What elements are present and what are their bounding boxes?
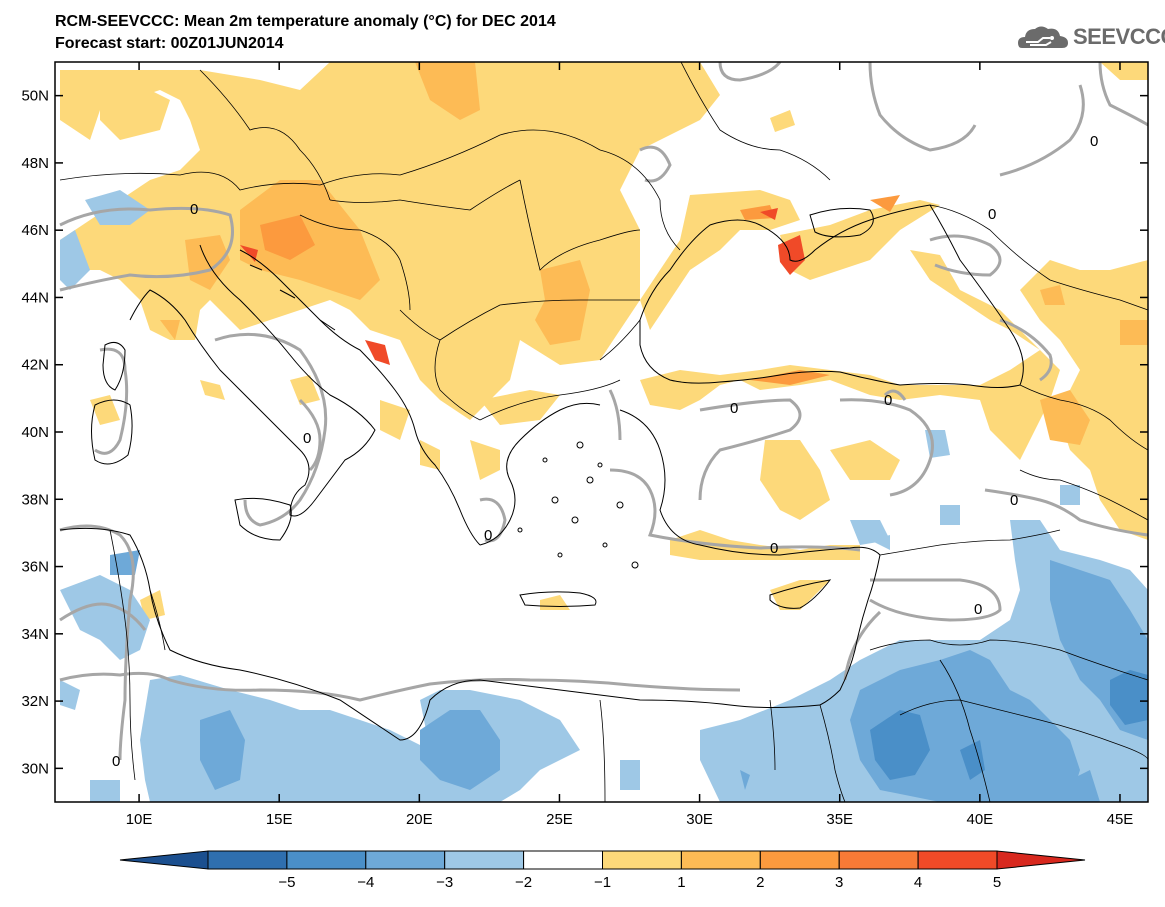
lat-tick-label: 40N [21, 424, 49, 441]
seevccc-cloud-logo-icon [1018, 26, 1068, 48]
lat-tick-label: 36N [21, 559, 49, 576]
colorbar-label: 5 [993, 874, 1001, 891]
warm-region-1to2 [60, 62, 1148, 620]
lat-tick-label: 34N [21, 626, 49, 643]
lon-tick-label: 15E [266, 811, 293, 828]
colorbar: −5 −4 −3 −2 −1 1 2 3 4 5 [119, 850, 1086, 891]
colorbar-label: −2 [515, 874, 532, 891]
colorbar-bin [444, 850, 525, 870]
colorbar-bin [365, 850, 446, 870]
lat-tick-label: 48N [21, 155, 49, 172]
lon-tick-label: 30E [686, 811, 713, 828]
colorbar-bin [207, 850, 288, 870]
contour-label: 0 [770, 540, 778, 557]
forecast-start: Forecast start: 00Z01JUN2014 [55, 35, 284, 52]
lat-tick-label: 44N [21, 289, 49, 306]
lat-tick-label: 38N [21, 491, 49, 508]
contour-label: 0 [190, 201, 198, 218]
colorbar-label: −5 [278, 874, 295, 891]
contour-label: 0 [884, 392, 892, 409]
anomaly-field: 0 0 0 0 0 0 0 0 0 0 0 [59, 62, 1148, 802]
colorbar-bin [680, 850, 761, 870]
contour-label: 0 [974, 601, 982, 618]
lon-tick-label: 25E [546, 811, 573, 828]
contour-label: 0 [303, 430, 311, 447]
lon-tick-label: 40E [966, 811, 993, 828]
colorbar-label: 4 [914, 874, 922, 891]
axis-ticks: 10E 15E 20E 25E 30E 35E 40E 45E 30N 32N 34N 36N 38N 4… [21, 62, 1148, 828]
borders [59, 62, 1148, 802]
warm-region-3to4 [260, 195, 900, 385]
zero-contours [59, 62, 1148, 761]
colorbar-bin [759, 850, 840, 870]
cool-region-3to4 [870, 670, 1148, 780]
logo-text: SEEVCCC [1073, 24, 1165, 49]
colorbar-bin [602, 850, 682, 870]
lon-tick-label: 10E [126, 811, 153, 828]
colorbar-label: −1 [594, 874, 611, 891]
contour-label: 0 [1090, 133, 1098, 150]
contour-label: 0 [484, 527, 492, 544]
lon-tick-label: 20E [406, 811, 433, 828]
colorbar-label: −4 [357, 874, 374, 891]
lat-tick-label: 32N [21, 693, 49, 710]
colorbar-label: 3 [835, 874, 843, 891]
colorbar-bin [917, 850, 998, 870]
colorbar-bin [838, 850, 919, 870]
lat-tick-label: 30N [21, 760, 49, 777]
lat-tick-label: 42N [21, 357, 49, 374]
lat-tick-label: 46N [21, 222, 49, 239]
contour-labels: 0 0 0 0 0 0 0 0 0 0 0 [112, 133, 1098, 770]
colorbar-label: 2 [756, 874, 764, 891]
contour-label: 0 [112, 753, 120, 770]
lon-tick-label: 45E [1107, 811, 1134, 828]
lat-tick-label: 50N [21, 88, 49, 105]
colorbar-label: 1 [677, 874, 685, 891]
lon-tick-label: 35E [826, 811, 853, 828]
colorbar-bin [286, 850, 367, 870]
contour-label: 0 [1010, 492, 1018, 509]
contour-label: 0 [730, 400, 738, 417]
colorbar-label: −3 [436, 874, 453, 891]
colorbar-bin [996, 850, 1086, 870]
colorbar-bin [523, 850, 603, 870]
map-title: RCM-SEEVCCC: Mean 2m temperature anomaly… [55, 13, 556, 30]
colorbar-bin [119, 850, 209, 870]
contour-label: 0 [988, 206, 996, 223]
